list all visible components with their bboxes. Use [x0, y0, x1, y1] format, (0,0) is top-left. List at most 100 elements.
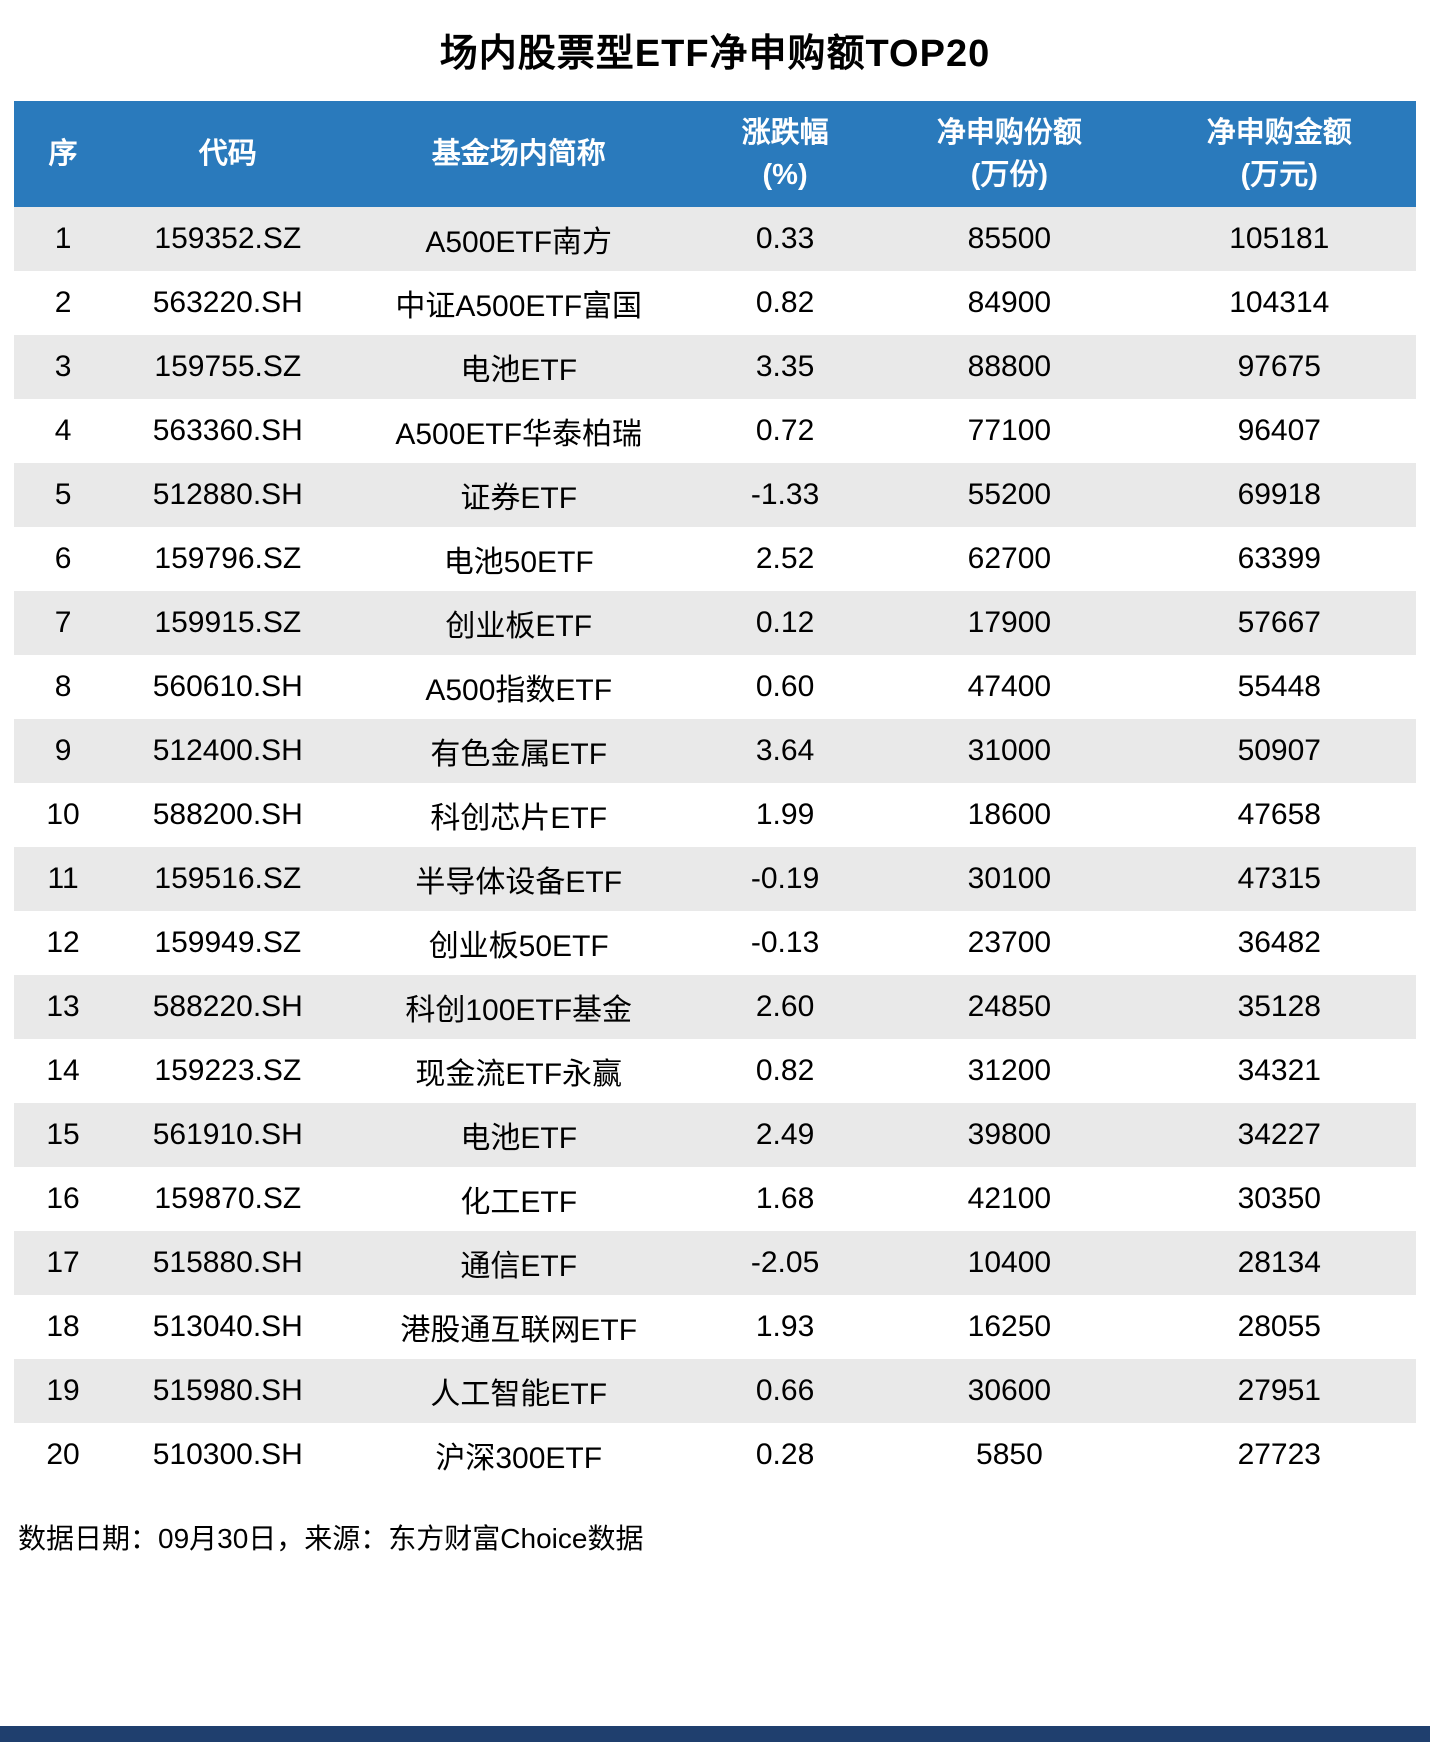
column-header-line1: 序 [48, 137, 78, 170]
rank-cell: 19 [46, 1374, 80, 1407]
column-header-line2: (%) [762, 159, 808, 191]
net-amount-cell: 27723 [1237, 1438, 1321, 1471]
code-cell: 513040.SH [152, 1310, 303, 1343]
rank-cell: 1 [54, 222, 72, 255]
change-pct-cell: 0.60 [755, 670, 815, 703]
table-row: 5 512880.SH 证券ETF -1.33 55200 69918 [14, 463, 1416, 527]
rank-cell: 13 [46, 990, 80, 1023]
fund-name-cell: 沪深300ETF [435, 1442, 603, 1475]
code-cell: 159223.SZ [154, 1054, 302, 1087]
code-cell: 560610.SH [152, 670, 303, 703]
net-amount-cell: 35128 [1237, 990, 1321, 1023]
net-amount-cell: 30350 [1237, 1182, 1321, 1215]
column-header-line1: 涨跌幅 [741, 116, 829, 149]
fund-name-cell: 人工智能ETF [430, 1378, 608, 1411]
header-row: 序 代码 基金场内简称 涨跌幅 (%) 净申购份额 (万份) 净申购金额 (万元) [14, 101, 1416, 207]
table-row: 15 561910.SH 电池ETF 2.49 39800 34227 [14, 1103, 1416, 1167]
code-cell: 563360.SH [152, 414, 303, 447]
change-pct-cell: -0.13 [750, 926, 820, 959]
column-header-4: 净申购份额 (万份) [876, 101, 1143, 207]
fund-name-cell: 电池ETF [460, 354, 578, 387]
rank-cell: 20 [46, 1438, 80, 1471]
fund-name-cell: 通信ETF [460, 1250, 578, 1283]
fund-name-cell: 现金流ETF永赢 [415, 1058, 623, 1091]
column-header-3: 涨跌幅 (%) [693, 101, 877, 207]
net-shares-cell: 47400 [967, 670, 1052, 703]
table-row: 20 510300.SH 沪深300ETF 0.28 5850 27723 [14, 1423, 1416, 1487]
table-row: 3 159755.SZ 电池ETF 3.35 88800 97675 [14, 335, 1416, 399]
net-amount-cell: 47658 [1237, 798, 1321, 831]
rank-cell: 14 [46, 1054, 80, 1087]
fund-name-cell: A500指数ETF [425, 674, 613, 707]
fund-name-cell: 电池ETF [460, 1122, 578, 1155]
table-row: 17 515880.SH 通信ETF -2.05 10400 28134 [14, 1231, 1416, 1295]
fund-name-cell: 中证A500ETF富国 [395, 290, 643, 323]
fund-name-cell: A500ETF南方 [425, 226, 613, 259]
fund-name-cell: 化工ETF [460, 1186, 578, 1219]
table-row: 12 159949.SZ 创业板50ETF -0.13 23700 36482 [14, 911, 1416, 975]
table-row: 16 159870.SZ 化工ETF 1.68 42100 30350 [14, 1167, 1416, 1231]
code-cell: 159516.SZ [154, 862, 302, 895]
table-row: 18 513040.SH 港股通互联网ETF 1.93 16250 28055 [14, 1295, 1416, 1359]
table-row: 1 159352.SZ A500ETF南方 0.33 85500 105181 [14, 207, 1416, 271]
code-cell: 512880.SH [152, 478, 303, 511]
change-pct-cell: 1.68 [755, 1182, 815, 1215]
rank-cell: 3 [54, 350, 72, 383]
column-header-2: 基金场内简称 [343, 101, 694, 207]
column-header-5: 净申购金额 (万元) [1142, 101, 1416, 207]
net-shares-cell: 5850 [976, 1438, 1043, 1471]
net-shares-cell: 42100 [967, 1182, 1052, 1215]
net-amount-cell: 50907 [1237, 734, 1321, 767]
net-amount-cell: 69918 [1237, 478, 1321, 511]
net-shares-cell: 16250 [967, 1310, 1052, 1343]
net-amount-cell: 27951 [1237, 1374, 1321, 1407]
net-amount-cell: 47315 [1237, 862, 1321, 895]
rank-cell: 11 [47, 862, 79, 895]
change-pct-cell: 2.60 [755, 990, 815, 1023]
change-pct-cell: 0.66 [755, 1374, 815, 1407]
change-pct-cell: 0.12 [755, 606, 815, 639]
code-cell: 515880.SH [152, 1246, 303, 1279]
code-cell: 515980.SH [152, 1374, 303, 1407]
code-cell: 159755.SZ [154, 350, 302, 383]
net-shares-cell: 30100 [967, 862, 1052, 895]
code-cell: 563220.SH [152, 286, 303, 319]
net-amount-cell: 55448 [1237, 670, 1321, 703]
change-pct-cell: 0.82 [755, 286, 815, 319]
code-cell: 561910.SH [152, 1118, 303, 1151]
rank-cell: 6 [54, 542, 72, 575]
rank-cell: 17 [46, 1246, 80, 1279]
net-amount-cell: 63399 [1237, 542, 1321, 575]
net-amount-cell: 36482 [1237, 926, 1321, 959]
change-pct-cell: 1.99 [755, 798, 815, 831]
change-pct-cell: -0.19 [750, 862, 820, 895]
column-header-line1: 基金场内简称 [431, 137, 606, 170]
change-pct-cell: 0.72 [755, 414, 815, 447]
net-shares-cell: 88800 [967, 350, 1052, 383]
rank-cell: 15 [46, 1118, 80, 1151]
rank-cell: 16 [46, 1182, 80, 1215]
code-cell: 588220.SH [152, 990, 303, 1023]
table-row: 9 512400.SH 有色金属ETF 3.64 31000 50907 [14, 719, 1416, 783]
fund-name-cell: 创业板ETF [445, 610, 593, 643]
table-row: 8 560610.SH A500指数ETF 0.60 47400 55448 [14, 655, 1416, 719]
change-pct-cell: 3.35 [755, 350, 815, 383]
rank-cell: 7 [54, 606, 72, 639]
net-shares-cell: 18600 [967, 798, 1052, 831]
change-pct-cell: 2.52 [755, 542, 815, 575]
change-pct-cell: 3.64 [755, 734, 815, 767]
table-row: 13 588220.SH 科创100ETF基金 2.60 24850 35128 [14, 975, 1416, 1039]
rank-cell: 9 [54, 734, 72, 767]
fund-name-cell: 证券ETF [460, 482, 578, 515]
table-row: 4 563360.SH A500ETF华泰柏瑞 0.72 77100 96407 [14, 399, 1416, 463]
change-pct-cell: 1.93 [755, 1310, 815, 1343]
code-cell: 159949.SZ [154, 926, 302, 959]
net-amount-cell: 57667 [1237, 606, 1321, 639]
change-pct-cell: 0.82 [755, 1054, 815, 1087]
column-header-line1: 净申购金额 [1206, 116, 1352, 149]
net-shares-cell: 30600 [967, 1374, 1052, 1407]
net-shares-cell: 55200 [967, 478, 1052, 511]
net-shares-cell: 17900 [967, 606, 1052, 639]
net-amount-cell: 34227 [1237, 1118, 1321, 1151]
change-pct-cell: 0.33 [755, 222, 815, 255]
